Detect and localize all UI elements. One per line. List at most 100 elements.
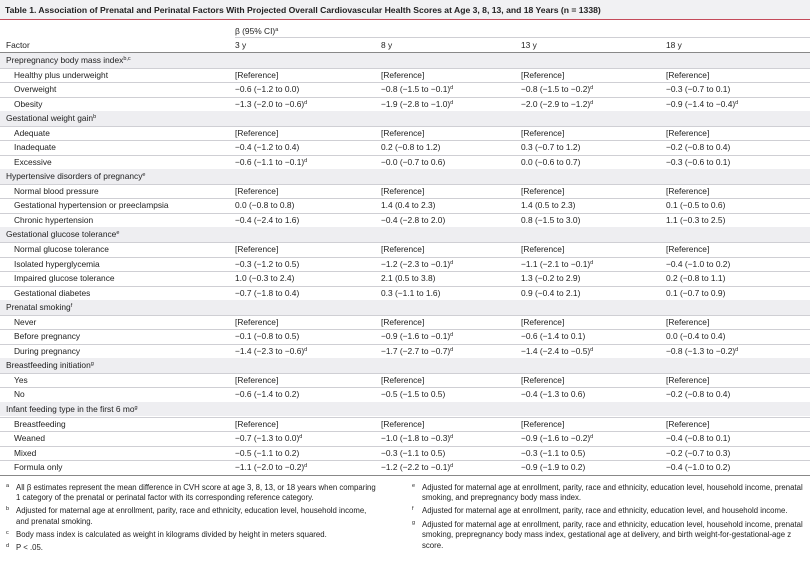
group-band [0,111,810,126]
footnote-ref: b,c [123,56,131,62]
footnote-ref: d [304,463,308,470]
cell-text: −0.9 (−1.6 to −0.1) [381,331,451,342]
cell-text: 1.4 (0.5 to 2.3) [521,200,576,211]
cell: 0.8 (−1.5 to 3.0) [521,213,580,227]
row-label: Mixed [14,447,37,458]
footnote-ref: d [590,259,594,266]
cell: −0.0 (−0.7 to 0.6) [381,155,445,169]
row-rule [0,372,810,374]
cell-text: 0.9 (−0.4 to 2.1) [521,287,581,298]
row-label: Inadequate [14,142,56,153]
cell-text: [Reference] [521,244,565,255]
cell-text: [Reference] [666,244,710,255]
footnote-ref: d [450,332,454,339]
cell-text: [Reference] [521,185,565,196]
cell: [Reference] [521,373,564,387]
cell: −0.4 (−2.8 to 2.0) [381,213,445,227]
cell: −0.3 (−1.1 to 0.5) [521,446,585,460]
footnote-ref: d [304,157,308,164]
row-label: Impaired glucose tolerance [14,273,115,284]
cell-text: −0.2 (−0.8 to 0.4) [666,142,731,153]
footnote-ref: g [134,404,138,411]
row-label: Weaned [14,433,46,444]
cell: [Reference] [381,315,424,329]
group-label-text: Hypertensive disorders of pregnancy [6,171,143,182]
row-rule [0,183,810,185]
cell: −0.4 (−1.2 to 0.4) [235,140,299,154]
cell: 0.2 (−0.8 to 1.2) [381,140,440,154]
group-label: Prenatal smokingf [6,300,72,314]
row-rule [0,387,810,389]
footnote-text: Adjusted for maternal age at enrollment,… [422,506,788,516]
footnote-key: a [6,482,10,489]
footnote-ref: d [450,85,454,92]
footnote: d P < .05. [6,543,376,554]
row-rule [0,96,810,98]
cell: 1.4 (0.5 to 2.3) [521,198,575,212]
cell-text: −0.5 (−1.5 to 0.5) [381,389,446,400]
row-label: Obesity [14,98,43,109]
footnote-ref: d [450,346,454,353]
cell: [Reference] [666,417,709,431]
footnote-text: P < .05. [16,543,43,553]
cell-text: −0.7 (−1.3 to 0.0) [235,433,300,444]
cell: [Reference] [521,68,564,82]
cell: −0.9 (−1.9 to 0.2) [521,460,585,474]
row-rule [0,82,810,84]
footnote-ref: d [590,85,594,92]
cell-text: 0.1 (−0.5 to 0.6) [666,200,726,211]
column-header: 3 y [235,40,247,50]
cell: −2.0 (−2.9 to −1.2)d [521,97,593,111]
cell-text: [Reference] [235,185,279,196]
cell-text: −0.6 (−1.1 to −0.1) [235,156,305,167]
footnote-ref: e [116,230,120,237]
cell-text: 0.3 (−1.1 to 1.6) [381,287,441,298]
cell-text: −0.2 (−0.7 to 0.3) [666,447,731,458]
cell: [Reference] [666,373,709,387]
header-rule [0,52,810,53]
footnote-ref: g [90,361,94,368]
cell-text: 0.0 (−0.8 to 0.8) [235,200,295,211]
group-label-text: Prenatal smoking [6,302,71,313]
footnote-key: c [6,529,9,536]
column-group-header-text: β (95% CI) [235,26,276,36]
cell-text: [Reference] [666,69,710,80]
cell-text: [Reference] [235,316,279,327]
cell: −1.2 (−2.3 to −0.1)d [381,257,453,271]
cell: −0.8 (−1.5 to −0.2)d [521,82,593,96]
cell-text: −0.3 (−0.7 to 0.1) [666,84,731,95]
row-rule [0,67,810,69]
footnote: c Body mass index is calculated as weight… [6,530,376,541]
cell: [Reference] [381,373,424,387]
row-label: No [14,389,25,400]
cell-text: 0.0 (−0.6 to 0.7) [521,156,581,167]
cell-text: −0.4 (−0.8 to 0.1) [666,433,731,444]
cell: −0.8 (−1.3 to −0.2)d [666,344,738,358]
row-rule [0,271,810,273]
cell: 0.1 (−0.5 to 0.6) [666,198,725,212]
cell: [Reference] [235,126,278,140]
cell: [Reference] [666,126,709,140]
footnote-ref: d [590,434,594,441]
group-label: Prepregnancy body mass indexb,c [6,53,131,67]
cell: [Reference] [235,315,278,329]
cell: −1.4 (−2.4 to −0.5)d [521,344,593,358]
cell-text: [Reference] [521,127,565,138]
cell: 1.0 (−0.3 to 2.4) [235,271,294,285]
group-label-text: Gestational glucose tolerance [6,229,117,240]
row-label: Gestational hypertension or preeclampsia [14,200,169,211]
cell-text: [Reference] [381,316,425,327]
cell-text: 0.3 (−0.7 to 1.2) [521,142,581,153]
cell-text: −0.8 (−1.5 to −0.2) [521,84,591,95]
cell: [Reference] [381,68,424,82]
footnote-key: f [412,506,414,513]
cell: −0.5 (−1.1 to 0.2) [235,446,299,460]
cell: 0.9 (−0.4 to 2.1) [521,286,580,300]
cell: −0.8 (−1.5 to −0.1)d [381,82,453,96]
group-label-text: Prepregnancy body mass index [6,55,124,65]
cell: [Reference] [381,184,424,198]
footnote-ref: d [304,99,308,106]
cell-text: [Reference] [381,185,425,196]
cell-text: 1.4 (0.4 to 2.3) [381,200,436,211]
cell: [Reference] [666,242,709,256]
